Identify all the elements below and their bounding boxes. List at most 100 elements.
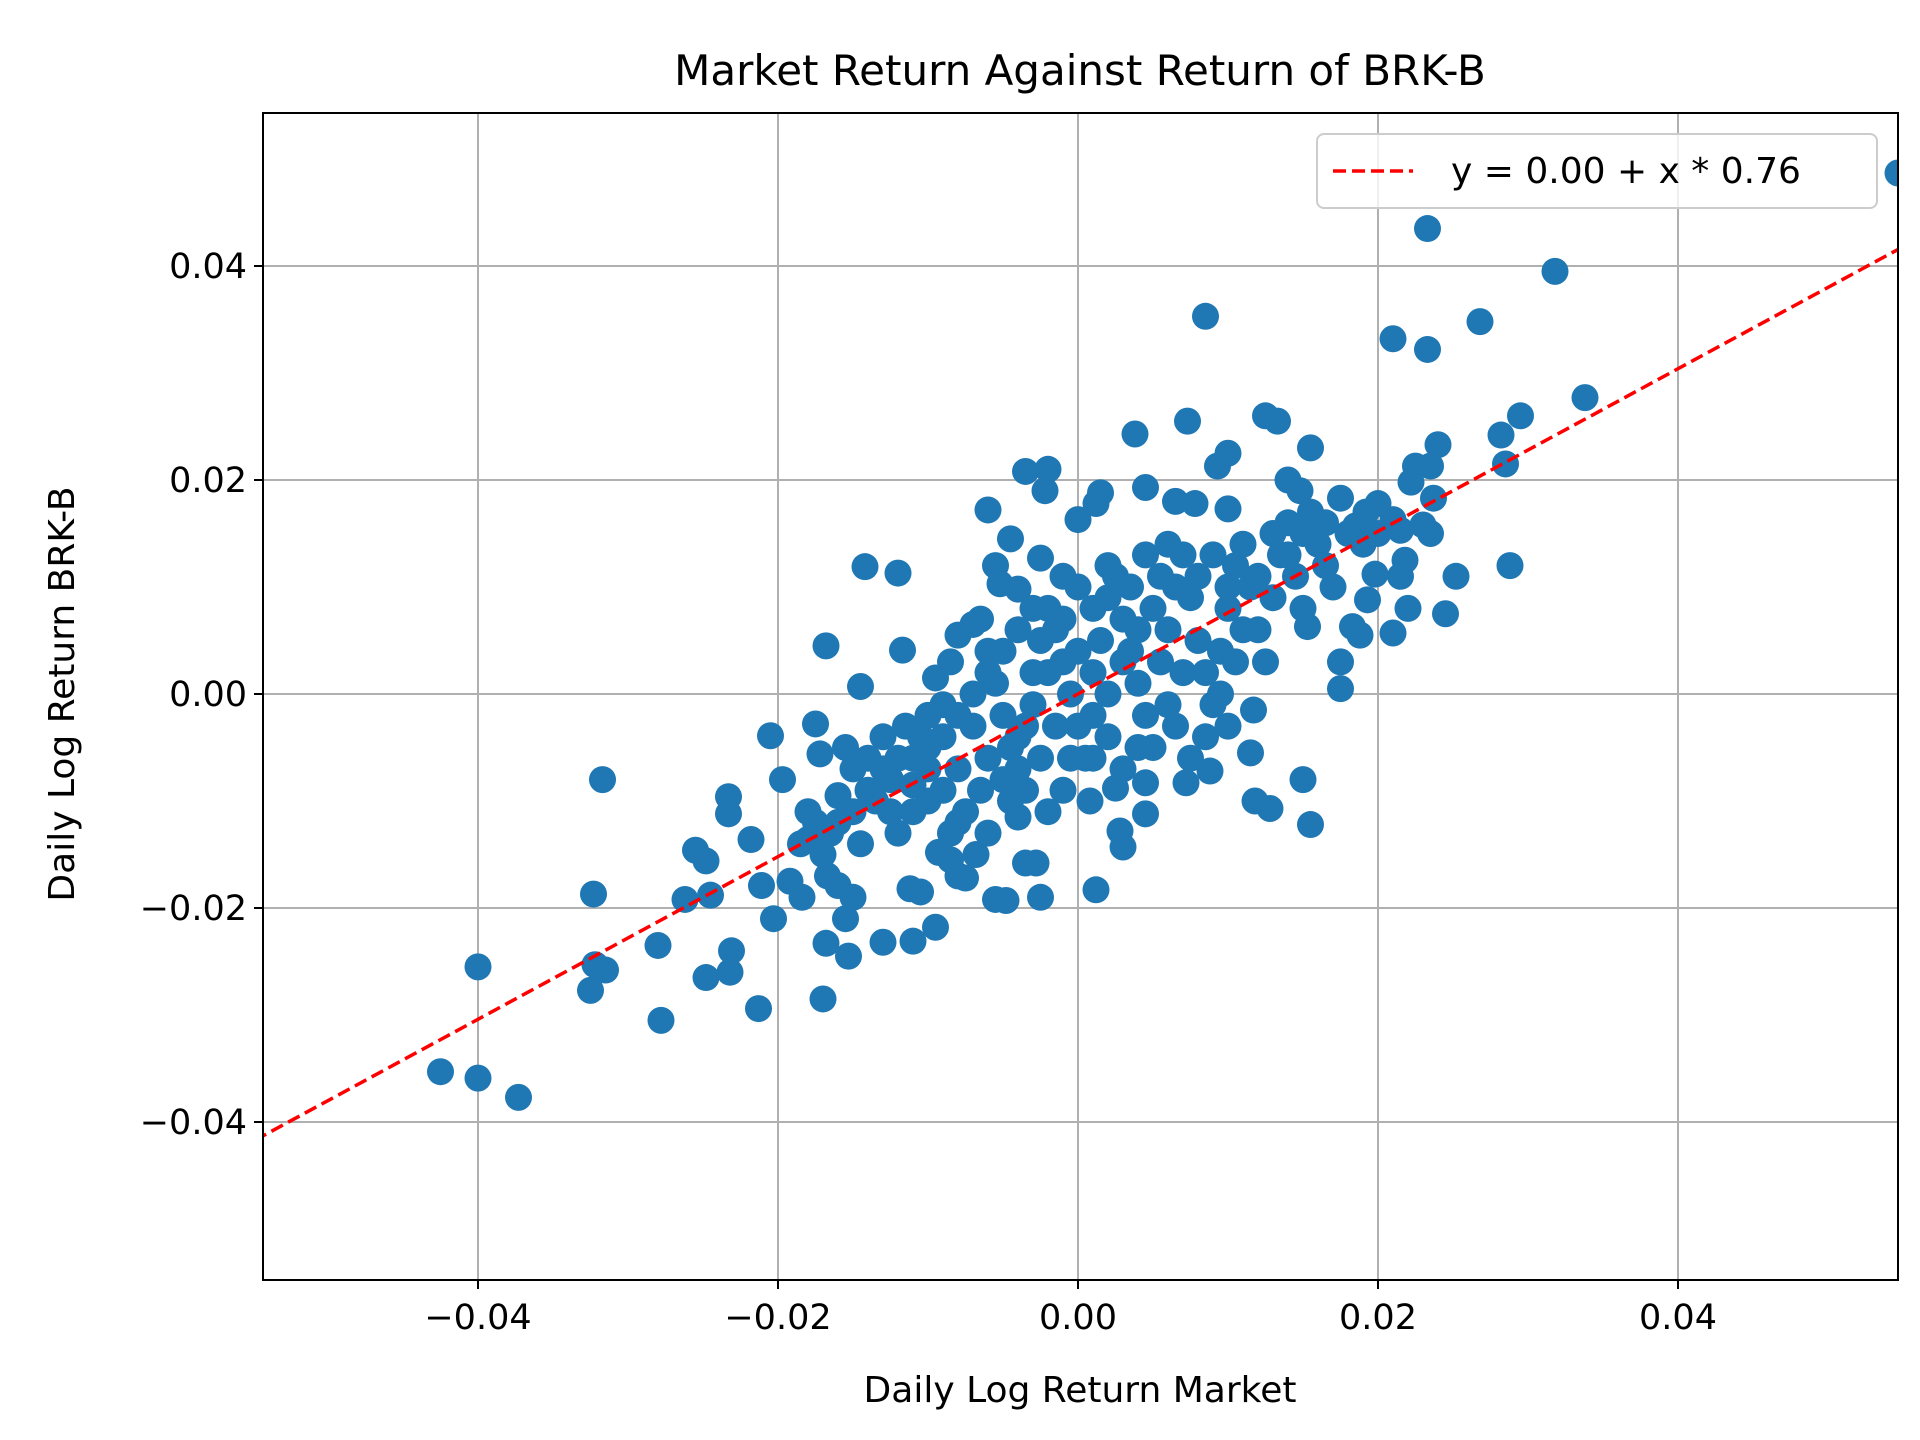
data-point — [1487, 421, 1515, 449]
data-point — [1162, 487, 1189, 515]
data-point — [1229, 530, 1257, 558]
x-tick-label: −0.02 — [724, 1298, 831, 1338]
data-point — [1289, 594, 1317, 622]
data-point — [1571, 384, 1599, 412]
data-point — [1124, 669, 1152, 697]
data-point — [952, 864, 979, 892]
data-point — [718, 937, 745, 965]
data-point — [1154, 530, 1182, 558]
data-point — [1064, 637, 1092, 665]
x-tick-label: 0.00 — [1039, 1298, 1117, 1338]
data-point — [1184, 562, 1212, 590]
data-point — [889, 636, 916, 664]
data-point — [794, 798, 822, 826]
data-point — [806, 740, 834, 768]
data-point — [1214, 495, 1242, 523]
data-point — [1286, 477, 1314, 505]
data-point — [1034, 659, 1062, 687]
chart-title: Market Return Against Return of BRK-B — [674, 46, 1486, 95]
data-point — [769, 766, 796, 794]
data-point — [1214, 573, 1242, 601]
data-point — [1019, 691, 1047, 719]
data-point — [1132, 541, 1159, 569]
y-tick-label: 0.00 — [169, 675, 247, 715]
data-point — [869, 755, 897, 783]
data-point — [992, 887, 1020, 915]
data-point — [1079, 594, 1107, 622]
data-point — [1259, 520, 1287, 547]
data-point — [922, 913, 949, 941]
data-point — [1087, 627, 1114, 654]
data-point — [997, 787, 1024, 815]
data-point — [1387, 562, 1414, 590]
data-point — [847, 673, 874, 701]
data-point — [580, 880, 607, 908]
data-point — [1012, 457, 1039, 485]
data-point — [1379, 619, 1407, 647]
data-point — [809, 985, 837, 1013]
data-point — [974, 659, 1002, 687]
data-point — [1094, 552, 1122, 580]
data-point — [1121, 420, 1149, 448]
data-point — [1252, 648, 1279, 676]
data-point — [748, 872, 775, 900]
data-point — [1192, 659, 1219, 687]
data-point — [929, 723, 957, 751]
y-tick-label: 0.02 — [169, 461, 247, 501]
data-point — [1162, 712, 1189, 740]
data-point — [1027, 544, 1054, 572]
data-point — [1414, 335, 1441, 363]
data-point — [1049, 605, 1077, 633]
y-tick-label: −0.04 — [140, 1103, 247, 1143]
data-point — [1214, 594, 1242, 622]
data-point — [1034, 798, 1062, 826]
data-point — [1022, 849, 1050, 877]
data-point — [899, 744, 927, 772]
y-axis-ticks: −0.04 −0.02 0.00 0.02 0.04 — [140, 247, 263, 1143]
data-point — [1312, 552, 1339, 580]
data-point — [1492, 450, 1519, 478]
data-point — [974, 744, 1002, 772]
data-point — [962, 841, 990, 868]
data-point — [1154, 616, 1182, 644]
y-tick-label: −0.02 — [140, 889, 247, 929]
data-point — [505, 1083, 532, 1111]
x-tick-label: 0.02 — [1339, 1298, 1417, 1338]
data-point — [824, 808, 852, 836]
data-point — [1177, 584, 1204, 612]
data-point — [1196, 757, 1224, 785]
data-point — [1004, 616, 1032, 644]
data-point — [869, 928, 897, 956]
x-axis-label: Daily Log Return Market — [864, 1370, 1297, 1411]
data-point — [1414, 215, 1441, 243]
data-point — [757, 722, 784, 750]
data-point — [899, 798, 927, 826]
data-point — [1064, 573, 1092, 601]
data-point — [1207, 680, 1234, 708]
data-point — [832, 905, 859, 933]
data-point — [1507, 402, 1534, 430]
data-point — [824, 782, 852, 810]
data-point — [812, 929, 840, 957]
data-point — [1147, 562, 1174, 590]
data-point — [1379, 325, 1407, 353]
data-point — [1289, 520, 1317, 547]
data-point — [1222, 552, 1249, 580]
data-point — [989, 766, 1017, 794]
data-point — [1327, 484, 1354, 512]
data-point — [835, 942, 862, 970]
data-point — [1361, 560, 1389, 588]
data-point — [1132, 473, 1159, 501]
data-point — [839, 755, 867, 783]
data-point — [1199, 541, 1227, 569]
data-point — [1496, 552, 1524, 580]
regression-line — [263, 247, 1898, 1138]
data-point — [1214, 712, 1242, 740]
data-point — [1139, 594, 1167, 622]
x-tick-label: 0.04 — [1639, 1298, 1717, 1338]
data-point — [1031, 477, 1059, 505]
data-point — [1169, 659, 1197, 687]
data-point — [1420, 484, 1447, 512]
data-point — [1409, 511, 1437, 539]
data-point — [1327, 648, 1354, 676]
